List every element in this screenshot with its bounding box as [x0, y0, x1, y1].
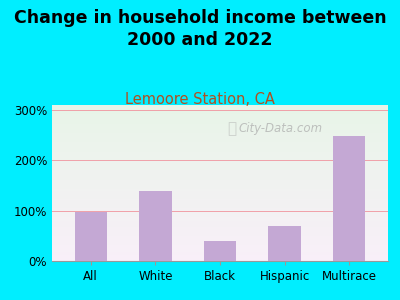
Text: Change in household income between
2000 and 2022: Change in household income between 2000 …: [14, 9, 386, 49]
Bar: [204, 241, 236, 261]
Text: Lemoore Station, CA: Lemoore Station, CA: [125, 92, 275, 106]
Bar: [333, 136, 365, 261]
Bar: [139, 190, 172, 261]
Text: City-Data.com: City-Data.com: [238, 122, 322, 135]
Bar: [268, 226, 301, 261]
Bar: [75, 212, 107, 261]
Text: ⓘ: ⓘ: [227, 121, 236, 136]
